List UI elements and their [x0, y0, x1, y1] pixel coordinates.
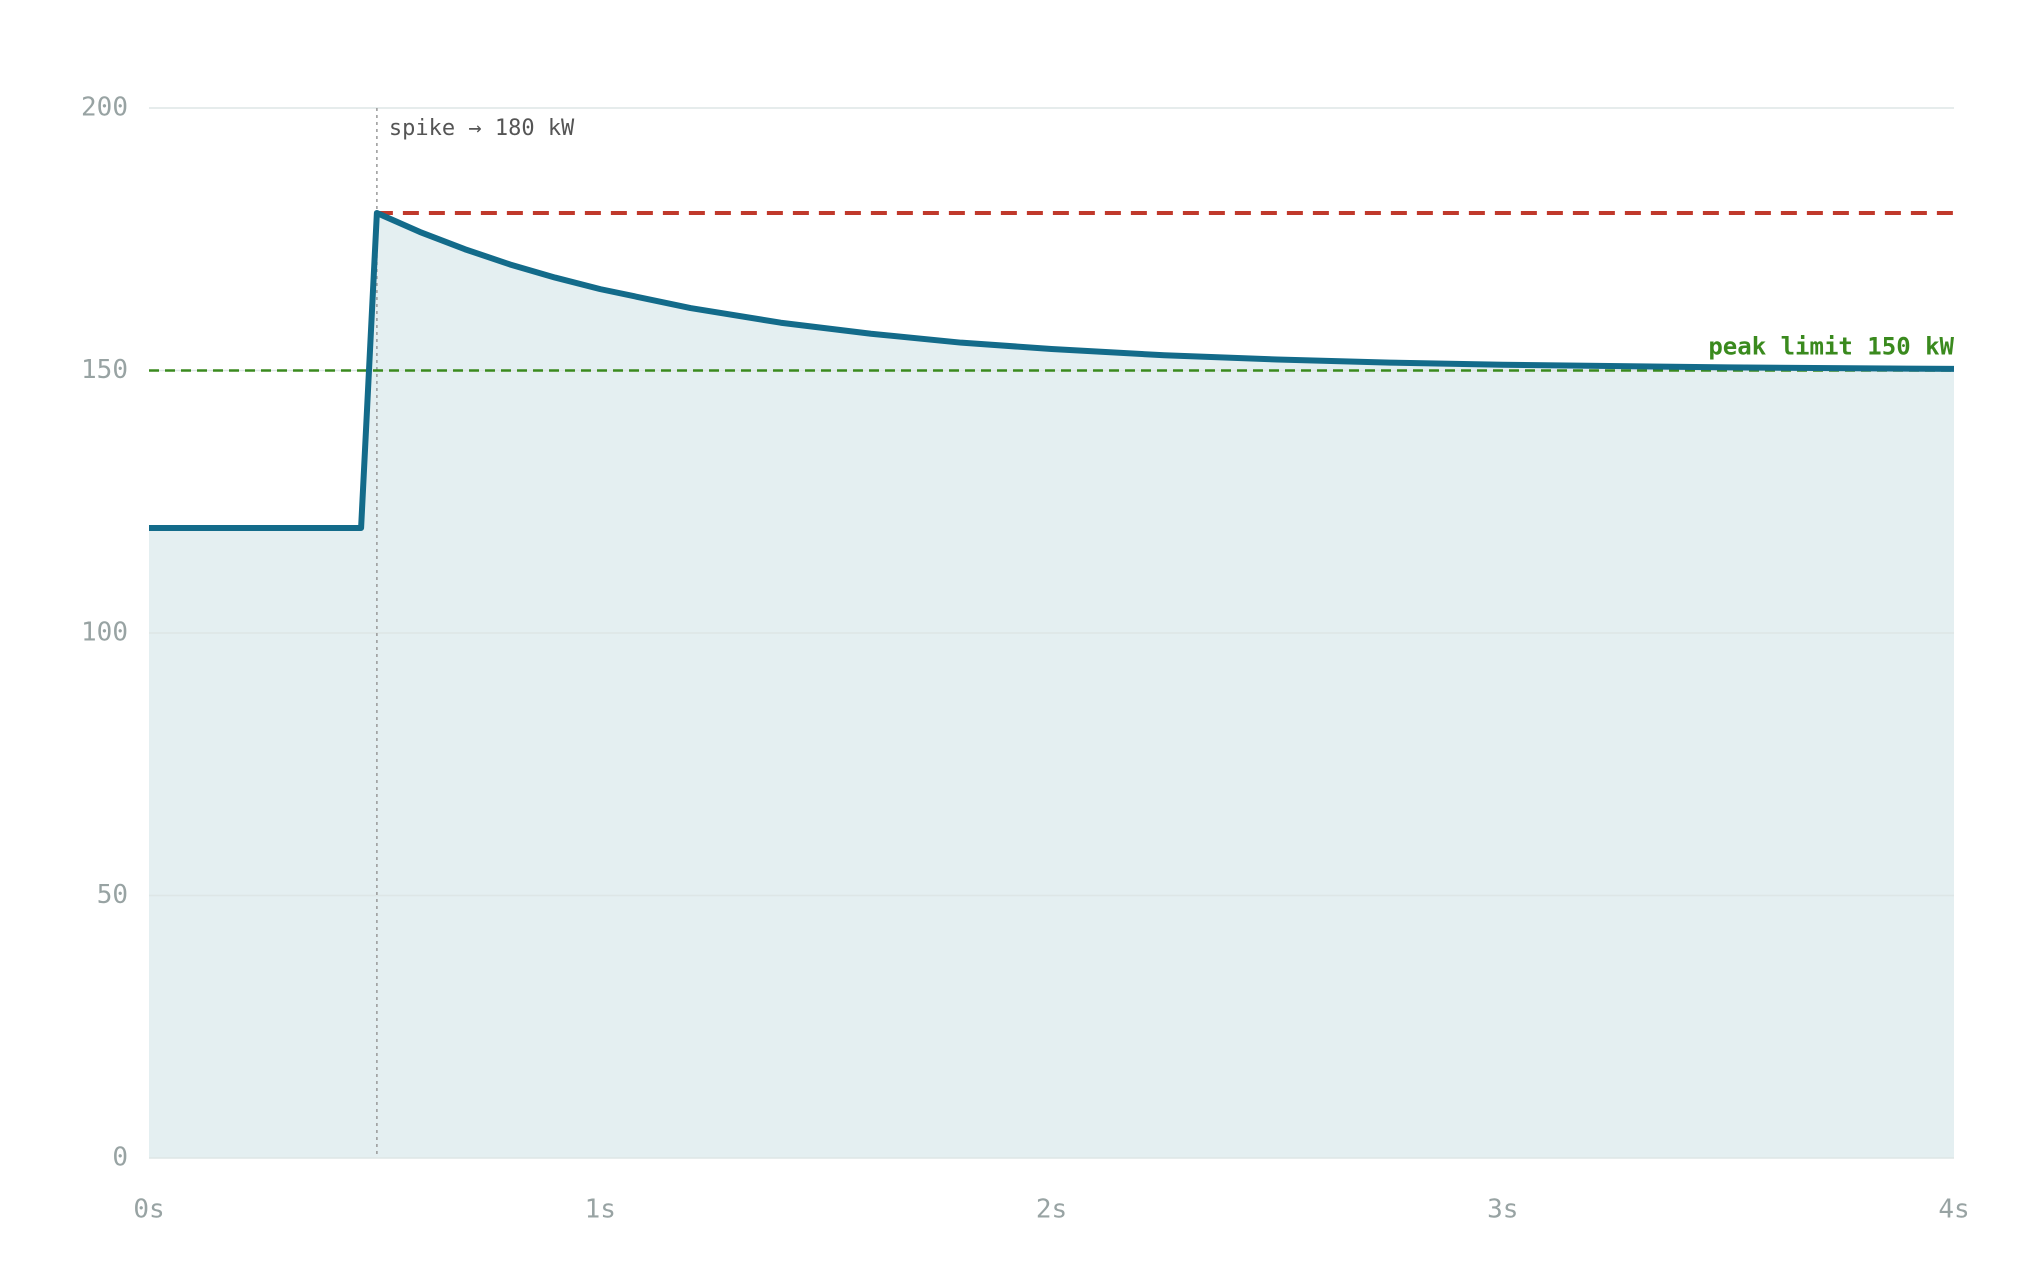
spike-label: spike → 180 kW [389, 116, 575, 141]
reference-label: peak limit 150 kW [1708, 333, 1954, 361]
x-tick-label: 0s [133, 1195, 164, 1225]
y-tick-label: 50 [97, 880, 128, 910]
x-tick-label: 2s [1036, 1195, 1067, 1225]
x-tick-label: 3s [1487, 1195, 1518, 1225]
area [149, 213, 1954, 1158]
y-tick-label: 200 [81, 93, 128, 123]
x-tick-label: 1s [585, 1195, 616, 1225]
y-tick-label: 0 [112, 1143, 128, 1173]
y-tick-label: 150 [81, 355, 128, 385]
x-tick-label: 4s [1938, 1195, 1969, 1225]
series-line [149, 210, 1955, 531]
y-tick-label: 100 [81, 618, 128, 648]
